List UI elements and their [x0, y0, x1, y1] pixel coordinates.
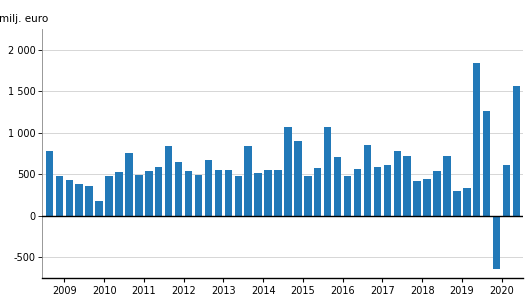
Bar — [86, 186, 93, 216]
Bar — [373, 166, 381, 216]
Text: milj. euro: milj. euro — [0, 14, 49, 24]
Bar — [413, 182, 421, 216]
Bar — [324, 127, 331, 216]
Bar — [314, 168, 322, 216]
Bar — [384, 165, 391, 216]
Bar — [135, 175, 143, 216]
Bar — [95, 201, 103, 216]
Bar — [284, 127, 291, 216]
Bar — [513, 86, 520, 216]
Bar — [56, 176, 63, 216]
Bar — [503, 165, 510, 216]
Bar — [473, 63, 480, 216]
Bar — [264, 170, 272, 216]
Bar — [364, 145, 371, 216]
Bar — [433, 171, 441, 216]
Bar — [76, 184, 83, 216]
Bar — [145, 171, 152, 216]
Bar — [354, 169, 361, 216]
Bar — [453, 191, 461, 216]
Bar — [234, 176, 242, 216]
Bar — [225, 170, 232, 216]
Bar — [205, 160, 212, 216]
Bar — [125, 153, 133, 216]
Bar — [185, 171, 192, 216]
Bar — [394, 151, 401, 216]
Bar — [195, 175, 202, 216]
Bar — [443, 156, 451, 216]
Bar — [493, 216, 500, 269]
Bar — [274, 170, 282, 216]
Bar — [483, 111, 490, 216]
Bar — [105, 176, 113, 216]
Bar — [463, 188, 470, 216]
Bar — [155, 167, 162, 216]
Bar — [45, 151, 53, 216]
Bar — [215, 170, 222, 216]
Bar — [304, 176, 312, 216]
Bar — [334, 157, 341, 216]
Bar — [115, 172, 123, 216]
Bar — [404, 156, 411, 216]
Bar — [244, 146, 252, 216]
Bar — [175, 162, 183, 216]
Bar — [66, 180, 73, 216]
Bar — [344, 176, 351, 216]
Bar — [254, 173, 262, 216]
Bar — [423, 179, 431, 216]
Bar — [294, 141, 302, 216]
Bar — [165, 146, 172, 216]
